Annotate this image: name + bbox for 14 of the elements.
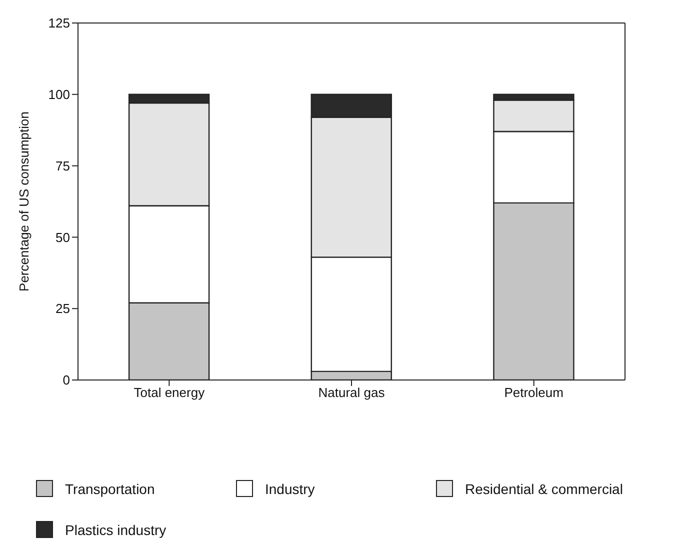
- y-axis-title: Percentage of US consumption: [16, 112, 32, 292]
- y-tick-label: 25: [56, 301, 70, 316]
- legend-label: Residential & commercial: [465, 480, 623, 496]
- x-tick-label: Natural gas: [318, 385, 386, 400]
- legend-label: Transportation: [65, 480, 155, 496]
- x-tick-label: Total energy: [134, 385, 206, 400]
- y-tick-label: 0: [62, 372, 70, 388]
- y-tick-label: 125: [48, 16, 70, 31]
- y-tick-label: 50: [56, 230, 70, 245]
- x-tick-label: Petroleum: [504, 385, 564, 400]
- legend-label: Industry: [265, 480, 315, 496]
- y-tick-label: 75: [56, 158, 70, 174]
- legend-label: Plastics industry: [65, 522, 166, 538]
- y-tick-label: 100: [48, 87, 70, 102]
